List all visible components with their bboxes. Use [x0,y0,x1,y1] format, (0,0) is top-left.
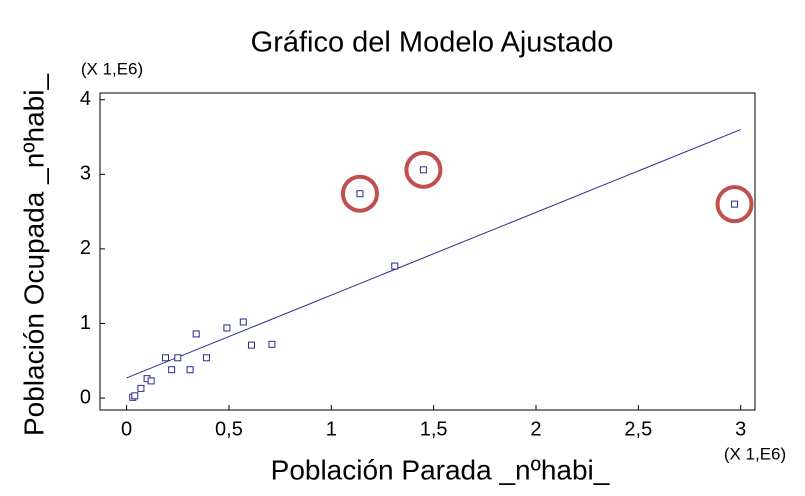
point [391,262,399,270]
point [162,354,169,362]
y-axis-label: Población Ocupada _nºhabi_ [18,74,49,436]
x-tick-label: 2 [530,418,541,440]
point [174,354,182,362]
point [247,341,255,349]
point [137,384,145,392]
point [731,200,739,208]
x-axis-label: Población Parada _nºhabi_ [271,454,610,485]
highlight-circle [715,185,754,224]
x-multiplier: (X 1,E6) [724,444,786,463]
x-tick-label: 1,5 [420,418,448,440]
point [268,340,276,348]
x-tick-label: 2,5 [624,418,652,440]
point [147,377,155,385]
chart-title: Gráfico del Modelo Ajustado [251,27,614,59]
point [356,190,364,198]
point [239,318,247,326]
plot-frame [99,92,756,411]
y-tick-label: 0 [80,386,91,408]
y-tick-label: 3 [80,163,91,185]
point [192,330,200,338]
fit-line [126,129,741,379]
y-tick-label: 1 [80,312,91,334]
point [186,366,194,374]
y-multiplier: (X 1,E6) [81,59,143,78]
point [168,366,176,374]
x-tick-label: 0,5 [215,418,243,440]
highlight-circle [340,174,379,213]
y-tick-label: 2 [80,237,91,259]
point [131,392,139,400]
x-tick-label: 3 [735,418,746,440]
y-tick-label: 4 [80,88,91,110]
x-tick-label: 1 [326,418,337,440]
point [419,166,427,174]
point [223,324,231,332]
highlight-circle [404,150,443,189]
x-tick-label: 0 [121,418,132,440]
point [202,354,210,362]
